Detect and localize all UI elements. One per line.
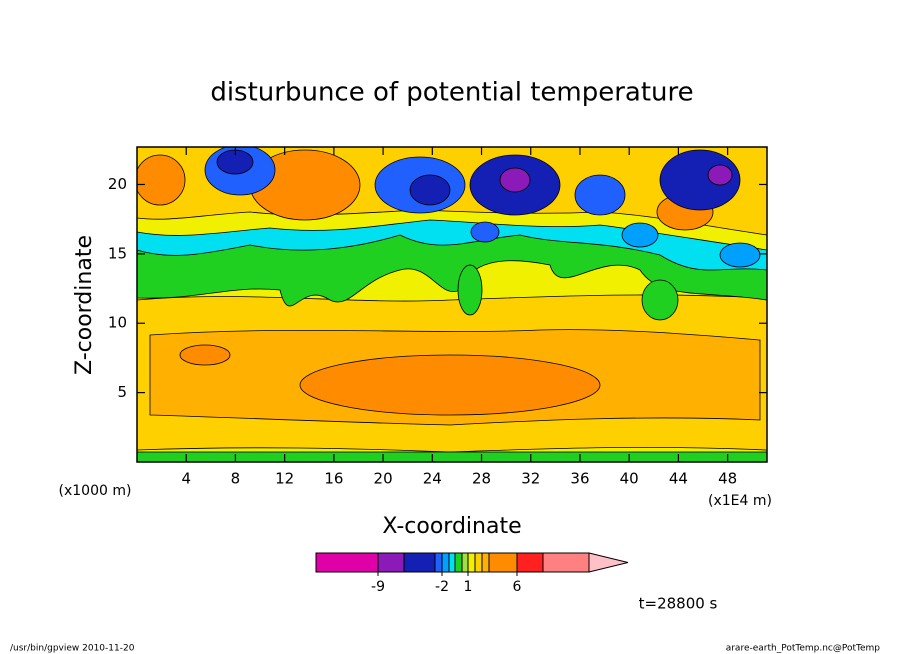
contour-region [621,222,659,248]
colorbar-segment [474,552,483,573]
x-tick-label: 36 [570,470,589,488]
contour-region [719,242,761,268]
contour-region [179,344,231,366]
footer: /usr/bin/gpview 2010-11-20 [10,644,135,654]
contour-region [137,451,767,462]
x-tick-label: 44 [669,470,688,488]
x-tick-label: 16 [324,470,343,488]
x-tick-label: 12 [275,470,294,488]
colorbar-tick-label: -2 [435,579,449,595]
x-tick-label: 48 [718,470,737,488]
x-unit-label: (x1000 m) [59,483,132,499]
colorbar-segment [377,552,405,573]
contour-region [707,164,733,186]
plot-frame [136,146,768,463]
colorbar-segment [461,552,469,573]
x-tick-label: 24 [423,470,442,488]
colorbar-segment [454,552,463,573]
colorbar-segment [434,552,443,573]
contour-region [137,154,186,206]
x-tick-label: 28 [472,470,491,488]
colorbar-segment [448,552,456,573]
colorbar-segment [481,552,490,573]
x-tick-label: 4 [181,470,191,488]
contour-region [457,264,483,316]
y-tick-label: 20 [108,175,127,193]
colorbar-segment [516,552,544,573]
x-tick-label: 8 [231,470,241,488]
x-tick-label: 40 [620,470,639,488]
chart-title: disturbunce of potential temperature [210,78,693,108]
colorbar-tick-label: 6 [513,579,522,595]
colorbar-extension [588,552,629,573]
time-annotation: t=28800 s [639,595,718,613]
contour-region [641,279,679,321]
x-axis-label: X-coordinate [382,514,521,539]
y-tick-label: 15 [108,244,127,262]
contour-region [470,221,500,243]
colorbar-segment [488,552,518,573]
contour-region [409,174,451,206]
colorbar-segment [542,552,590,573]
x-unit-label: (x1E4 m) [708,493,772,509]
x-tick-label: 32 [521,470,540,488]
footer: arare-earth_PotTemp.nc@PotTemp [726,644,881,654]
y-tick-label: 10 [108,314,127,332]
contour-region [499,167,531,193]
colorbar-segment [441,552,450,573]
colorbar-segment [403,552,436,573]
contour-field [137,147,767,462]
contour-region [574,174,626,216]
colorbar-segment [467,552,476,573]
colorbar-tick-label: -9 [371,579,385,595]
colorbar-segment [315,552,379,573]
colorbar-tick-label: 1 [464,579,473,595]
contour-region [299,354,601,416]
y-axis-label: Z-coordinate [72,235,97,375]
x-tick-label: 20 [374,470,393,488]
y-tick-label: 5 [117,383,127,401]
